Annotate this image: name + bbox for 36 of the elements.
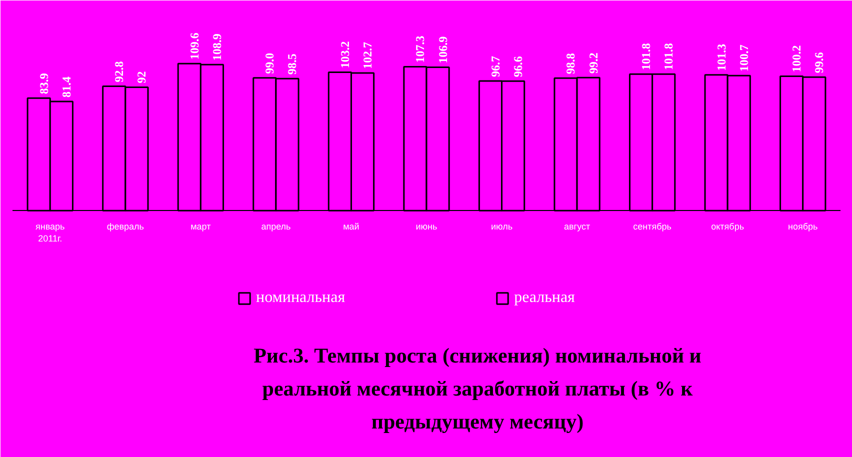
data-label: 96.6 — [511, 56, 526, 78]
x-tick-label: май — [343, 222, 360, 232]
data-label: 92 — [134, 71, 149, 84]
x-tick-label: март — [190, 222, 211, 232]
data-label: 81.4 — [59, 76, 74, 98]
data-label: 83.9 — [36, 73, 51, 94]
data-label: 99.0 — [262, 52, 277, 74]
data-label: 100.7 — [736, 44, 751, 72]
data-label: 109.6 — [187, 32, 202, 60]
data-label: 100.2 — [790, 45, 804, 72]
data-label: 98.5 — [285, 54, 300, 75]
data-label: 92.8 — [112, 61, 126, 82]
x-tick-label: январь 2011г. — [36, 222, 66, 244]
x-tick-label: сентябрь — [633, 222, 672, 232]
data-label: 99.6 — [812, 52, 826, 74]
x-tick-label: июль — [491, 222, 513, 232]
data-label: 103.2 — [338, 41, 352, 68]
data-label: 102.7 — [360, 42, 375, 69]
x-tick-label: октябрь — [711, 222, 744, 232]
x-tick-label: февраль — [106, 222, 144, 232]
data-label: 98.8 — [564, 53, 578, 74]
data-label: 101.8 — [662, 43, 676, 70]
x-tick-label: август — [564, 222, 590, 232]
data-label: 101.8 — [639, 43, 654, 70]
legend-label: реальная — [514, 289, 575, 307]
data-label: 96.7 — [488, 56, 502, 77]
x-tick-label: апрель — [261, 222, 292, 232]
text: Рис.3. Темпы роста (снижения) номинальной и реальной месячной заработной платы (в % к предыдущему месяцу) — [254, 344, 702, 434]
data-label: 101.3 — [714, 44, 728, 71]
x-tick-label: июнь — [416, 222, 438, 232]
data-label: 99.2 — [586, 52, 600, 74]
data-label: 107.3 — [413, 36, 428, 63]
data-label: 108.9 — [210, 34, 224, 61]
data-label: 106.9 — [436, 36, 450, 64]
x-tick-label: ноябрь — [788, 222, 818, 232]
legend-label: номинальная — [256, 289, 346, 307]
